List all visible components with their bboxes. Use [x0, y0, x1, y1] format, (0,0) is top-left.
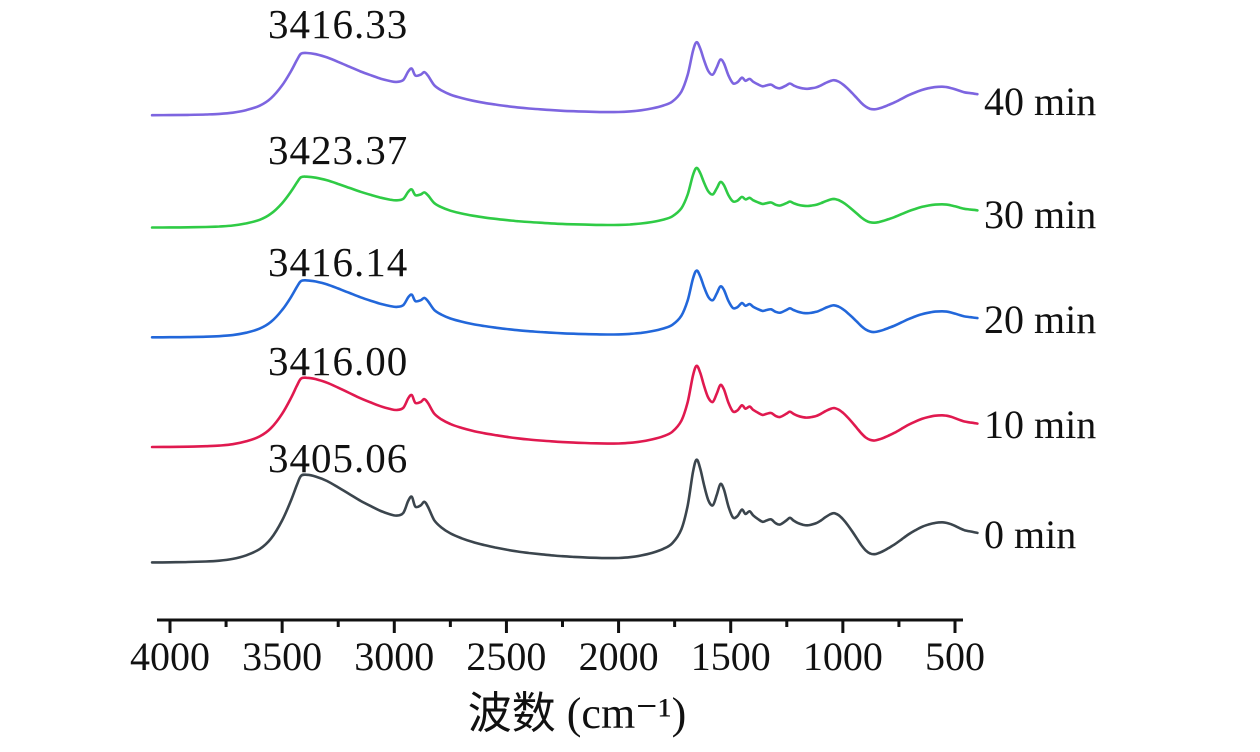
spectrum-curve-10min [150, 364, 979, 449]
x-tick-label-1500: 1500 [690, 634, 771, 679]
series-label-40min: 40 min [984, 79, 1097, 124]
peak-annotation-40min: 3416.33 [268, 1, 409, 47]
spectrum-curve-20min [150, 269, 979, 339]
series-label-10min: 10 min [984, 402, 1097, 447]
x-tick-label-2000: 2000 [578, 634, 659, 679]
x-tick-label-1000: 1000 [802, 634, 883, 679]
spectrum-curve-30min [150, 166, 979, 229]
series-label-30min: 30 min [984, 192, 1097, 237]
x-tick-label-3000: 3000 [354, 634, 435, 679]
x-axis-title: 波数 (cm⁻¹) [467, 689, 687, 738]
peak-annotation-0min: 3405.06 [268, 435, 409, 481]
peak-annotation-30min: 3423.37 [268, 127, 409, 173]
peak-annotation-10min: 3416.00 [268, 338, 409, 384]
spectrum-curve-40min [150, 40, 979, 117]
peak-annotation-20min: 3416.14 [268, 239, 409, 285]
x-tick-label-500: 500 [925, 634, 985, 679]
series-label-20min: 20 min [984, 297, 1097, 342]
spectrum-curve-0min [150, 458, 979, 564]
x-tick-label-3500: 3500 [242, 634, 323, 679]
x-tick-label-4000: 4000 [130, 634, 210, 679]
series-label-0min: 0 min [984, 512, 1077, 557]
x-tick-label-2500: 2500 [466, 634, 547, 679]
